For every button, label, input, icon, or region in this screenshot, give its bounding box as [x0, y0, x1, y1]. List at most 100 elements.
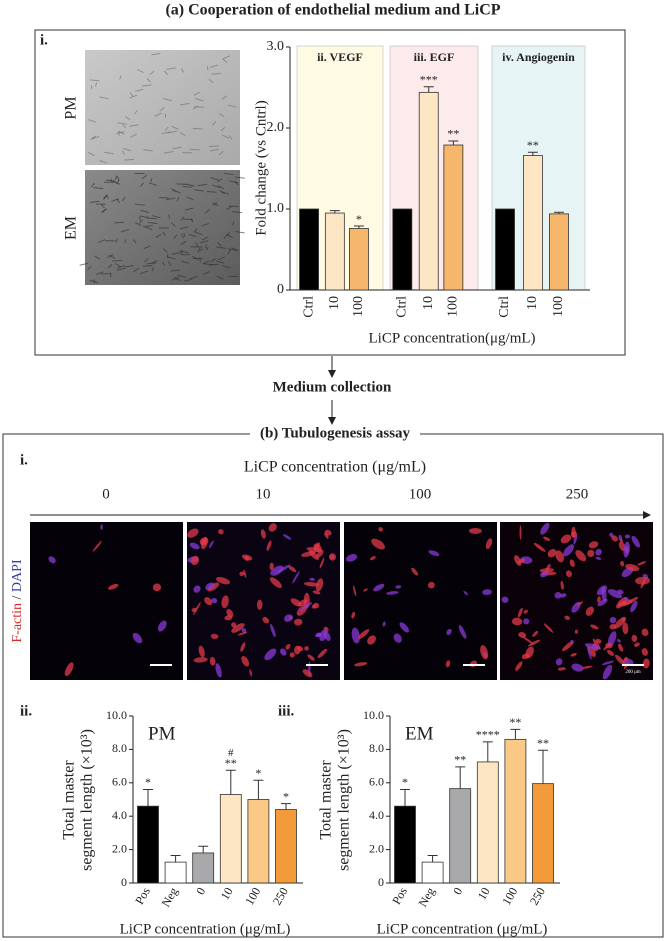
cell [625, 564, 640, 572]
y-axis-title: segment length (×10³) [79, 729, 96, 871]
cell [641, 648, 649, 656]
cell [226, 609, 234, 618]
cell [88, 119, 97, 123]
cell [555, 550, 565, 563]
cell [218, 150, 224, 156]
y-axis-title: segment length (×10³) [336, 729, 353, 871]
cell [101, 272, 112, 275]
y-tick-label: 0 [277, 282, 284, 297]
stain-label: F-actin / DAPI [10, 559, 25, 643]
cell [139, 215, 149, 218]
cell [228, 248, 237, 252]
error-bar [527, 151, 538, 156]
stain-dapi: DAPI [10, 559, 25, 592]
cell [150, 177, 153, 183]
cell [293, 618, 303, 626]
cell [48, 556, 56, 564]
micrograph [85, 50, 240, 165]
cell [180, 216, 185, 221]
cell [143, 258, 149, 263]
cell [468, 527, 482, 534]
cell [201, 236, 209, 241]
cell [562, 641, 574, 652]
cell [134, 88, 144, 93]
x-axis-title: LiCP concentration(μg/mL) [368, 330, 535, 346]
cell [607, 631, 617, 647]
cell [581, 665, 593, 669]
cell [124, 115, 131, 121]
cell [642, 658, 650, 669]
image-label: EM [63, 216, 80, 240]
micrograph-texture [79, 52, 245, 284]
cell [215, 260, 225, 264]
cell [93, 187, 104, 190]
x-tick-label: 10 [421, 296, 436, 310]
cell [560, 534, 572, 544]
cell [446, 628, 452, 636]
cell [411, 567, 419, 576]
cell [227, 249, 231, 254]
cell [149, 70, 155, 75]
x-tick-label: 100 [351, 296, 366, 317]
cell [183, 232, 186, 238]
cell [618, 643, 624, 652]
cell [180, 234, 185, 239]
cell [523, 618, 530, 625]
y-tick-label: 1.0 [267, 201, 285, 216]
cell [139, 219, 144, 224]
cell [159, 107, 165, 112]
x-tick-label: 0 [193, 885, 208, 897]
cell [256, 599, 263, 610]
cell [609, 532, 614, 537]
cell [266, 540, 272, 551]
cell [237, 631, 248, 636]
cell [319, 629, 328, 642]
significance-label: # [228, 747, 234, 759]
cell [232, 221, 235, 226]
cell [161, 261, 166, 267]
cell [285, 643, 291, 650]
cell [282, 534, 292, 540]
cell [91, 182, 95, 188]
x-tick-label: Ctrl [301, 296, 316, 318]
y-tick-label: 0 [378, 875, 384, 889]
cell [501, 596, 509, 603]
cell [304, 646, 309, 651]
cell [371, 538, 385, 550]
cell [211, 72, 222, 75]
cell [116, 267, 126, 271]
cell [624, 534, 631, 539]
y-tick-label: 6.0 [369, 775, 384, 789]
error-bar [253, 779, 264, 800]
cell [136, 69, 144, 74]
cell [543, 623, 554, 633]
cell [197, 183, 208, 187]
cell [229, 180, 238, 184]
cell [110, 178, 113, 183]
cell [223, 55, 231, 60]
error-bar [143, 788, 153, 807]
cell [181, 68, 185, 73]
cell [179, 226, 189, 230]
cell [280, 648, 287, 656]
scale-label: 200 μm [625, 670, 640, 675]
cell [222, 265, 231, 269]
cell [224, 172, 234, 176]
cell [241, 628, 247, 633]
cell [569, 559, 575, 567]
y-axis-title: Fold change (vs Cntrl) [253, 100, 269, 235]
concentration-label: 10 [256, 486, 271, 502]
cell [141, 84, 152, 87]
cell [307, 654, 315, 661]
cell [269, 577, 282, 588]
cell [563, 544, 575, 557]
error-bar [170, 854, 181, 863]
cell [515, 661, 523, 671]
cell [367, 635, 376, 645]
cell [217, 185, 225, 190]
bar [523, 155, 543, 291]
cell [232, 211, 243, 214]
cell [143, 149, 153, 152]
cell [161, 131, 171, 135]
